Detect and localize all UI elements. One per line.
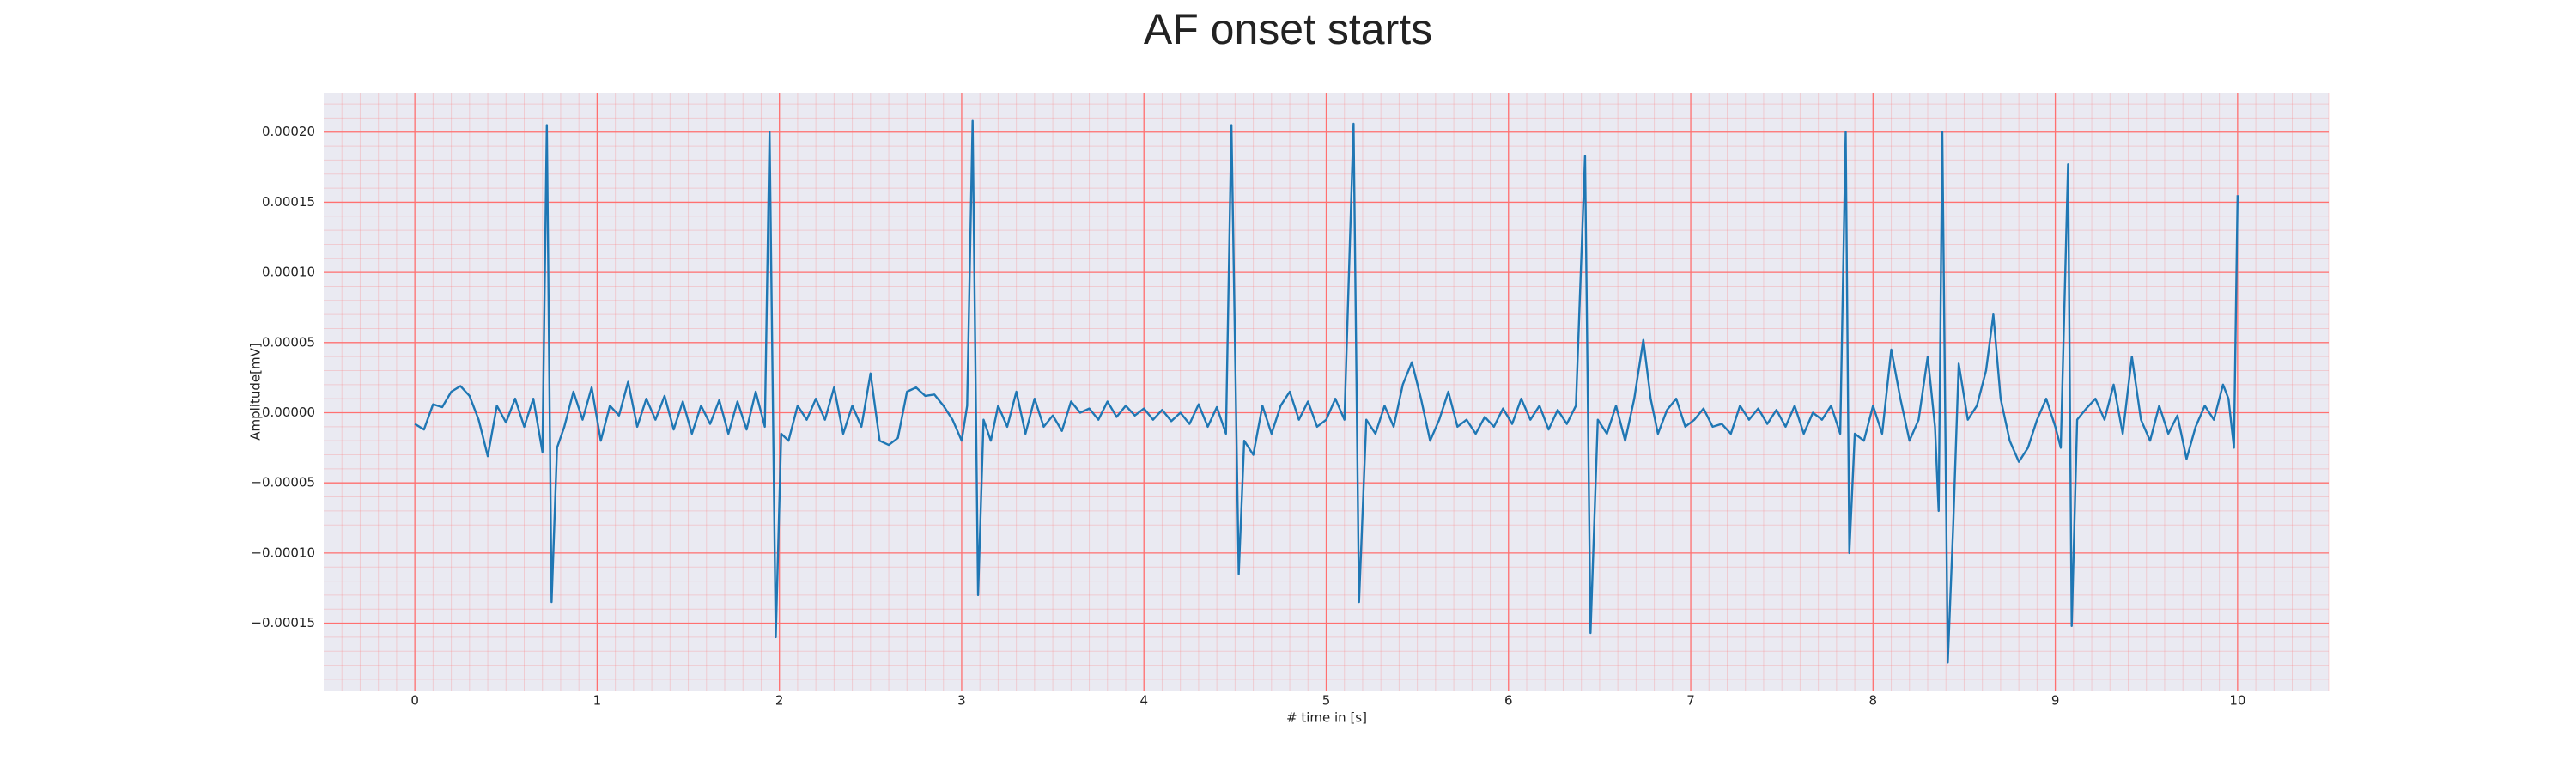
y-tick-label: −0.00015: [251, 615, 315, 630]
x-tick-label: 0: [410, 693, 419, 709]
x-tick-label: 5: [1322, 693, 1331, 709]
y-tick-label: 0.00010: [262, 265, 315, 280]
x-tick-label: 7: [1686, 693, 1695, 709]
y-tick-label: 0.00020: [262, 124, 315, 139]
y-tick-label: 0.00015: [262, 194, 315, 210]
y-tick-label: 0.00005: [262, 334, 315, 350]
x-tick-label: 8: [1869, 693, 1878, 709]
x-tick-label: 1: [593, 693, 602, 709]
x-tick-label: 2: [775, 693, 784, 709]
chart-title: AF onset starts: [1144, 5, 1432, 53]
x-tick-label: 4: [1139, 693, 1148, 709]
x-tick-label: 6: [1504, 693, 1513, 709]
y-axis-label: Amplitude[mV]: [248, 343, 264, 440]
y-tick-label: −0.00010: [251, 545, 315, 560]
x-tick-label: 10: [2229, 693, 2245, 709]
y-tick-label: −0.00005: [251, 475, 315, 490]
y-tick-label: 0.00000: [262, 405, 315, 420]
x-tick-label: 3: [957, 693, 966, 709]
x-tick-label: 9: [2051, 693, 2060, 709]
signal-line: [414, 119, 2239, 664]
x-axis-label: # time in [s]: [1286, 710, 1367, 726]
